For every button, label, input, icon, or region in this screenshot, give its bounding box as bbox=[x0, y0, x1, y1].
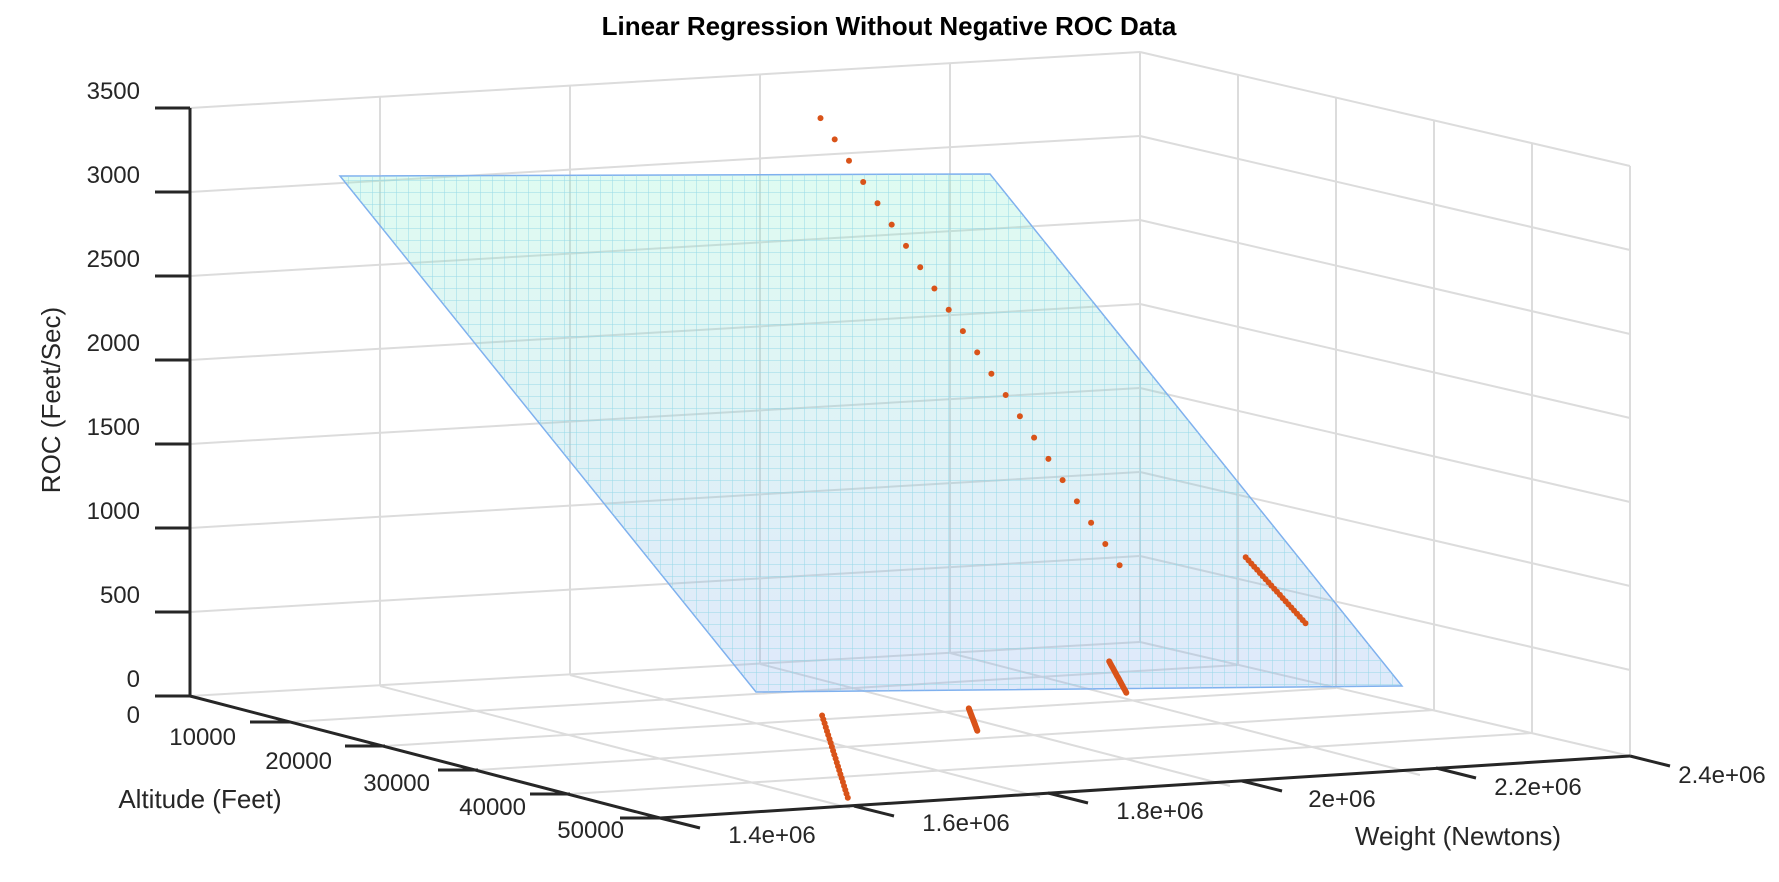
y-axis-label: Altitude (Feet) bbox=[118, 784, 281, 814]
data-points bbox=[817, 115, 1309, 801]
data-point bbox=[846, 157, 852, 164]
y-tick-label: 40000 bbox=[459, 794, 526, 821]
z-tick-label: 0 bbox=[127, 666, 140, 693]
data-point bbox=[1116, 562, 1123, 569]
z-tick-label: 500 bbox=[100, 582, 140, 609]
data-point bbox=[903, 242, 909, 249]
y-axis-line bbox=[189, 694, 661, 820]
data-point bbox=[1016, 413, 1023, 420]
z-tick-label: 3500 bbox=[87, 78, 140, 105]
data-point bbox=[1059, 477, 1066, 484]
data-point bbox=[860, 179, 867, 185]
data-point bbox=[974, 349, 981, 356]
x-tick-label: 1.8e+06 bbox=[1116, 798, 1203, 825]
regression-surface-mesh bbox=[340, 174, 1402, 692]
y-tick-label: 30000 bbox=[363, 770, 430, 797]
data-point bbox=[1302, 620, 1309, 627]
chart-title: Linear Regression Without Negative ROC D… bbox=[602, 11, 1177, 41]
x-axis-label: Weight (Newtons) bbox=[1355, 821, 1561, 851]
x-tick-label: 1.6e+06 bbox=[922, 810, 1009, 837]
data-point bbox=[988, 370, 995, 377]
z-axis-label: ROC (Feet/Sec) bbox=[36, 307, 66, 493]
data-point bbox=[1031, 434, 1038, 441]
x-tick-label: 2e+06 bbox=[1308, 786, 1375, 813]
x-axis-line bbox=[659, 754, 1631, 820]
data-point bbox=[874, 200, 881, 207]
z-tick-label: 2500 bbox=[87, 246, 140, 273]
data-point bbox=[1123, 689, 1130, 696]
data-point bbox=[917, 264, 924, 271]
y-tick-label: 0 bbox=[127, 702, 140, 729]
data-point bbox=[1045, 455, 1052, 462]
data-point bbox=[1002, 392, 1009, 398]
data-point bbox=[1102, 541, 1109, 547]
z-ticks: 0 500 1000 1500 2000 2500 3000 3500 bbox=[87, 78, 190, 698]
data-point bbox=[1073, 498, 1080, 505]
data-point bbox=[959, 328, 966, 335]
data-point bbox=[888, 221, 895, 228]
x-tick-label: 1.4e+06 bbox=[728, 822, 815, 849]
data-point bbox=[931, 285, 938, 292]
data-point bbox=[844, 794, 851, 801]
y-ticks: 0 10000 20000 30000 40000 50000 bbox=[127, 694, 660, 844]
y-tick-label: 20000 bbox=[265, 748, 332, 775]
z-tick-label: 2000 bbox=[87, 330, 140, 357]
z-tick-label: 3000 bbox=[87, 162, 140, 189]
x-tick-label: 2.2e+06 bbox=[1494, 774, 1581, 801]
grid bbox=[189, 51, 1631, 819]
z-tick-label: 1500 bbox=[87, 414, 140, 441]
data-point bbox=[817, 115, 824, 122]
z-tick-label: 1000 bbox=[87, 498, 140, 525]
data-point bbox=[974, 727, 981, 734]
data-point bbox=[945, 306, 952, 313]
data-point bbox=[1088, 519, 1095, 526]
data-point bbox=[831, 136, 838, 143]
y-tick-label: 10000 bbox=[169, 724, 236, 751]
y-tick-label: 50000 bbox=[557, 817, 624, 844]
x-ticks: 1.4e+06 1.6e+06 1.8e+06 2e+06 2.2e+06 2.… bbox=[659, 754, 1766, 849]
x-tick-label: 2.4e+06 bbox=[1678, 762, 1765, 789]
